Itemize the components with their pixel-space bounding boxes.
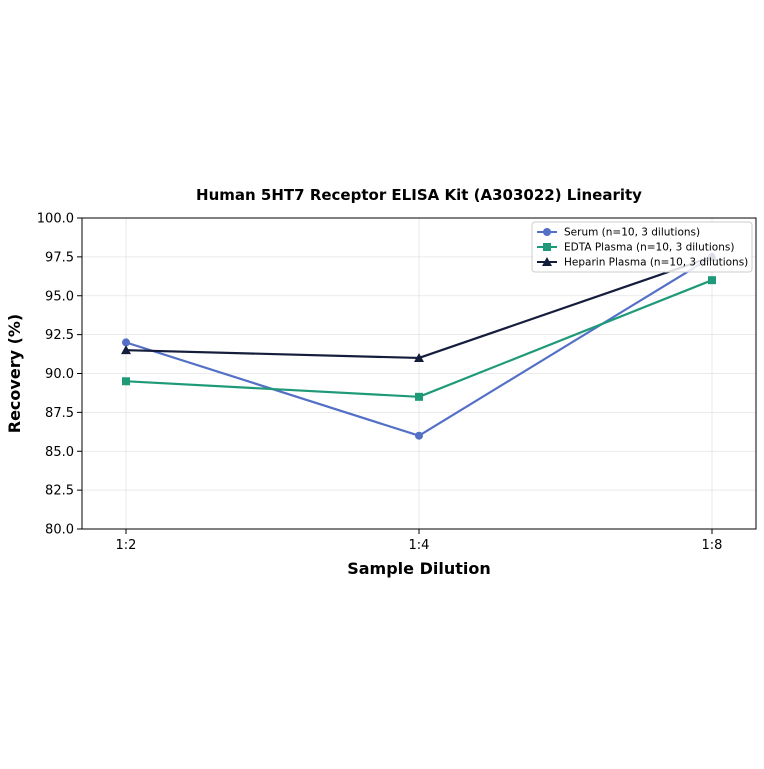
series-layer	[121, 251, 717, 440]
legend-swatch-marker	[542, 257, 552, 266]
x-tick-label: 1:2	[116, 538, 137, 553]
y-tick-label: 82.5	[45, 484, 74, 499]
y-tick-label: 95.0	[45, 289, 74, 304]
data-point-3-1	[121, 345, 131, 355]
legend-swatch-marker	[543, 228, 551, 236]
tick-layer: 80.0 82.5 85.0 87.5 90.0 92.5 95.0 97.5 100.0 1:2…	[37, 212, 723, 554]
y-tick-label: 85.0	[45, 445, 74, 460]
data-point-3-2	[414, 352, 424, 362]
y-axis-label: Recovery (%)	[5, 314, 24, 433]
chart-title: Human 5HT7 Receptor ELISA Kit (A303022) …	[196, 186, 642, 204]
y-tick-label: 97.5	[45, 250, 74, 265]
data-point-1-2	[415, 431, 423, 440]
data-point-2-3	[708, 276, 716, 285]
data-point-2-2	[415, 392, 423, 401]
y-tick-label: 100.0	[37, 212, 74, 227]
legend-label: EDTA Plasma (n=10, 3 dilutions)	[564, 242, 734, 254]
legend-label: Serum (n=10, 3 dilutions)	[564, 227, 700, 239]
x-tick-label: 1:8	[702, 538, 723, 553]
x-axis-label: Sample Dilution	[347, 559, 491, 578]
x-tick-label: 1:4	[409, 538, 430, 553]
y-tick-label: 92.5	[45, 328, 74, 343]
legend-frame	[531, 221, 753, 273]
legend: Serum (n=10, 3 dilutions) EDTA Plasma (n=…	[531, 221, 753, 273]
y-tick-label: 80.0	[45, 523, 74, 538]
data-point-2-1	[122, 377, 130, 386]
y-tick-label: 87.5	[45, 406, 74, 421]
data-point-1-1	[122, 338, 130, 347]
legend-label: Heparin Plasma (n=10, 3 dilutions)	[564, 257, 748, 269]
y-tick-label: 90.0	[45, 367, 74, 382]
legend-swatch-marker	[543, 243, 551, 251]
